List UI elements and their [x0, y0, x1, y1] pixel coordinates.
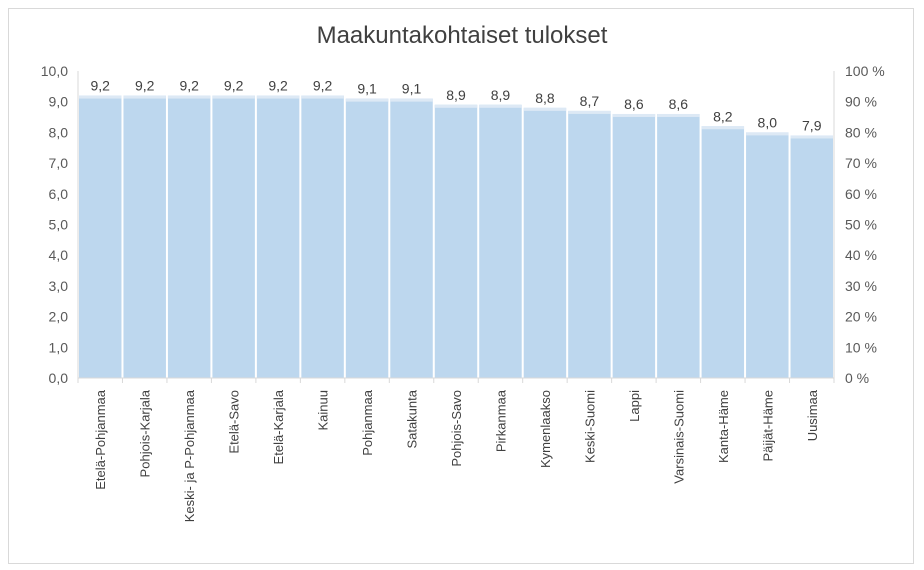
data-label: 8,6	[669, 96, 689, 112]
y2-tick-label: 40 %	[845, 247, 877, 263]
bar-top-edge	[123, 95, 166, 99]
data-label: 9,2	[313, 78, 333, 94]
category-label: Kanta-Häme	[716, 390, 731, 463]
bar	[390, 98, 433, 378]
bar-top-edge	[167, 95, 211, 99]
bar-top-edge	[568, 110, 611, 114]
y2-tick-label: 60 %	[845, 186, 877, 202]
data-label: 9,1	[402, 81, 422, 97]
bar	[256, 95, 300, 378]
bar-top-edge	[612, 113, 656, 117]
category-label: Keski-Suomi	[582, 390, 597, 463]
bar-top-edge	[212, 95, 255, 99]
bar-top-edge	[746, 132, 789, 136]
y2-tick-label: 30 %	[845, 278, 877, 294]
data-label: 7,9	[802, 117, 822, 133]
bar-top-edge	[434, 104, 478, 108]
y-tick-label: 8,0	[49, 124, 69, 140]
bar-top-edge	[301, 95, 344, 99]
bar-top-edge	[256, 95, 300, 99]
category-label: Päijät-Häme	[760, 390, 775, 462]
y-tick-label: 9,0	[49, 94, 69, 110]
category-label: Pohjanmaa	[360, 389, 375, 456]
y-tick-label: 7,0	[49, 155, 69, 171]
bar	[612, 113, 656, 378]
bar-top-edge	[701, 126, 745, 130]
bar	[434, 104, 478, 379]
y-tick-label: 4,0	[49, 247, 69, 263]
y-tick-label: 5,0	[49, 217, 69, 233]
bar	[123, 95, 166, 378]
data-label: 9,1	[357, 81, 377, 97]
y-tick-label: 3,0	[49, 278, 69, 294]
y2-tick-label: 80 %	[845, 124, 877, 140]
category-label: Etelä-Pohjanmaa	[93, 389, 108, 489]
bar	[657, 113, 700, 378]
data-label: 9,2	[268, 78, 288, 94]
data-label: 9,2	[179, 78, 199, 94]
data-label: 8,0	[758, 114, 778, 130]
y-tick-label: 10,0	[41, 63, 68, 79]
category-label: Uusimaa	[805, 389, 820, 441]
y2-tick-label: 20 %	[845, 309, 877, 325]
y2-tick-label: 10 %	[845, 339, 877, 355]
y2-tick-label: 0 %	[845, 370, 869, 386]
bar-top-edge	[657, 113, 700, 117]
data-label: 8,7	[580, 93, 600, 109]
bar	[568, 110, 611, 378]
bar	[790, 135, 833, 378]
y2-tick-label: 100 %	[845, 63, 885, 79]
data-label: 9,2	[224, 78, 244, 94]
bar	[523, 107, 567, 378]
category-label: Pirkanmaa	[493, 389, 508, 452]
category-label: Keski- ja P-Pohjanmaa	[182, 389, 197, 522]
bar	[212, 95, 255, 378]
category-label: Lappi	[627, 390, 642, 422]
category-label: Pohjois-Savo	[449, 390, 464, 467]
y-tick-label: 2,0	[49, 309, 69, 325]
data-label: 9,2	[135, 78, 155, 94]
category-label: Varsinais-Suomi	[671, 390, 686, 484]
bar-top-edge	[79, 95, 122, 99]
data-label: 8,9	[446, 87, 466, 103]
bar	[301, 95, 344, 378]
bar	[79, 95, 122, 378]
chart-title: Maakuntakohtaiset tulokset	[316, 22, 608, 49]
data-label: 8,9	[491, 87, 511, 103]
data-label: 9,2	[91, 78, 111, 94]
y2-tick-label: 50 %	[845, 217, 877, 233]
y2-tick-label: 90 %	[845, 94, 877, 110]
bar-top-edge	[390, 98, 433, 102]
category-label: Kainuu	[316, 390, 331, 430]
bar	[746, 132, 789, 378]
y-tick-label: 1,0	[49, 339, 69, 355]
data-label: 8,8	[535, 90, 555, 106]
bar-top-edge	[790, 135, 833, 139]
bar	[479, 104, 522, 379]
data-label: 8,6	[624, 96, 644, 112]
bar	[345, 98, 389, 378]
bar-top-edge	[523, 107, 567, 111]
y-tick-label: 6,0	[49, 186, 69, 202]
y-tick-label: 0,0	[49, 370, 69, 386]
bar-top-edge	[345, 98, 389, 102]
category-label: Pohjois-Karjala	[138, 389, 153, 477]
category-label: Kymenlaakso	[538, 390, 553, 468]
bar-top-edge	[479, 104, 522, 108]
bar	[701, 126, 745, 378]
data-label: 8,2	[713, 108, 733, 124]
category-label: Etelä-Savo	[227, 390, 242, 454]
category-label: Satakunta	[405, 389, 420, 448]
y2-tick-label: 70 %	[845, 155, 877, 171]
category-label: Etelä-Karjala	[271, 389, 286, 464]
bar	[167, 95, 211, 378]
